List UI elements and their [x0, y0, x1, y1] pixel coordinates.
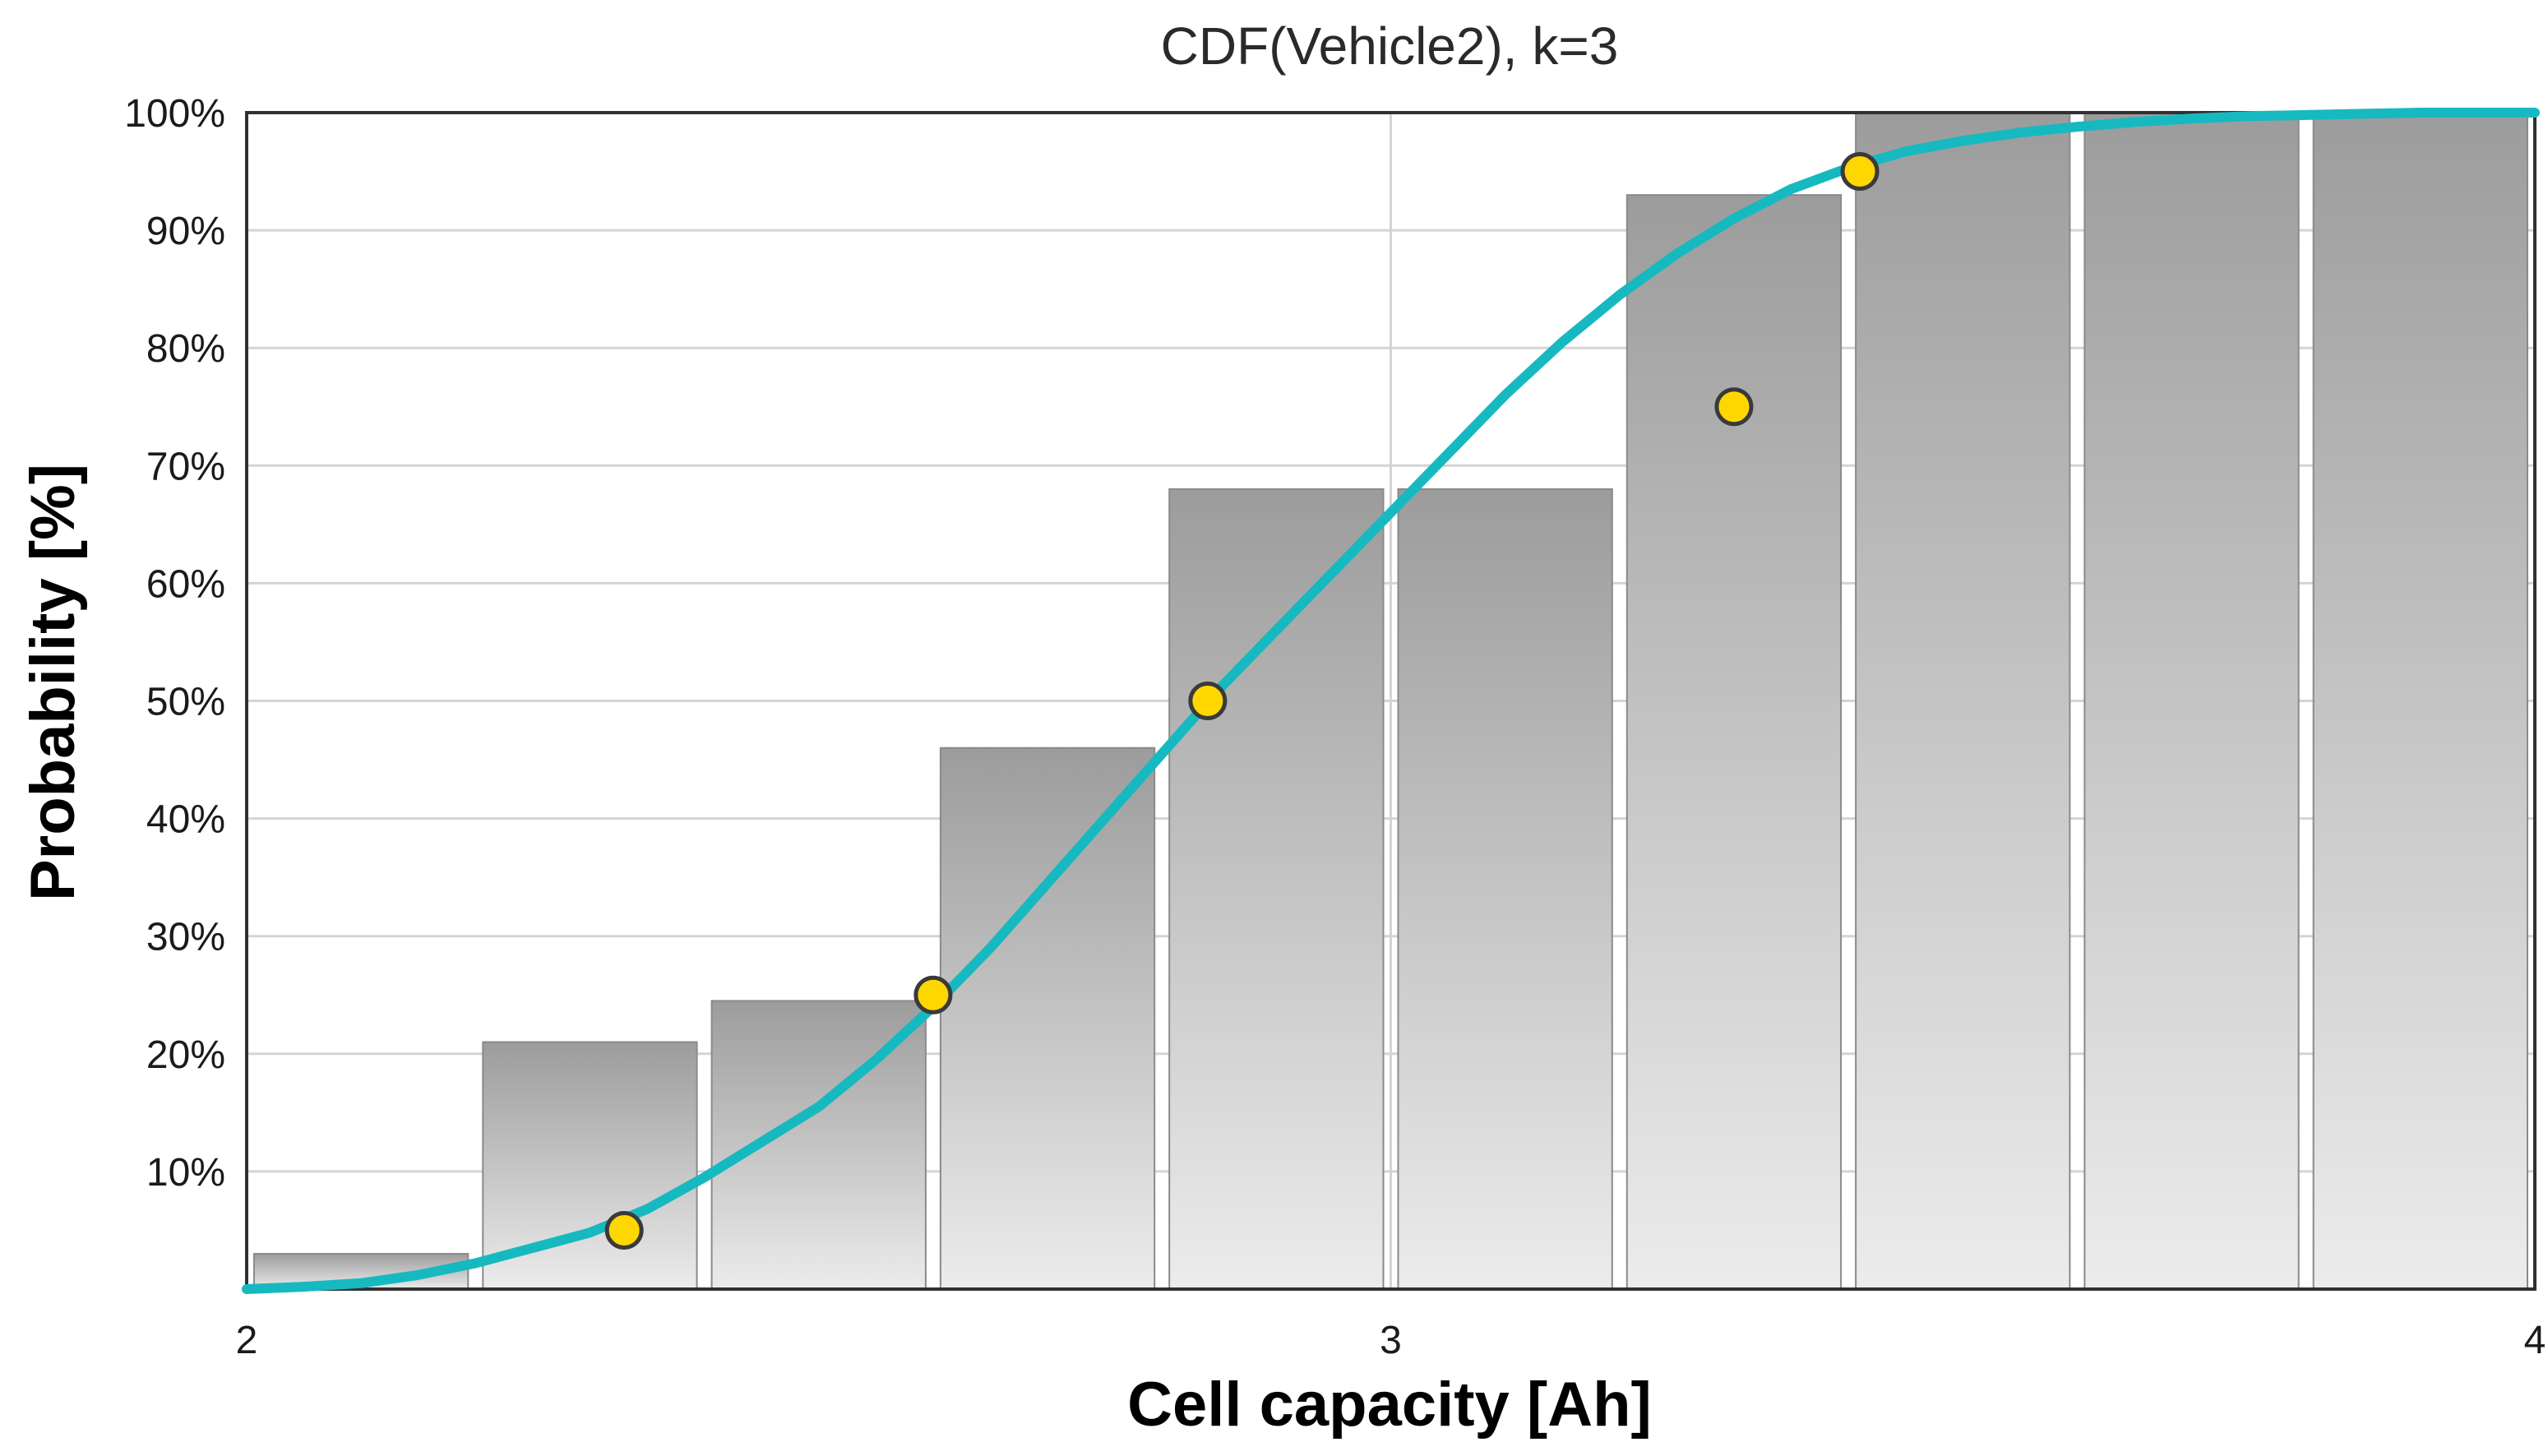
bar [1168, 488, 1385, 1290]
y-tick-label: 10% [146, 1151, 225, 1195]
y-tick-label: 30% [146, 916, 225, 959]
y-tick-label: 60% [146, 562, 225, 606]
x-tick-label: 2 [236, 1319, 258, 1362]
y-tick-label: 70% [146, 445, 225, 488]
y-tick-labels: 10% 20% 30% 40% 50% 60% 70% 80% 90% 100% [124, 92, 225, 1195]
y-axis-label: Probability [%] [18, 464, 88, 901]
data-point [1840, 152, 1880, 192]
bar [1855, 112, 2071, 1290]
bar [1397, 488, 1613, 1290]
bar [939, 746, 1156, 1290]
data-point [1714, 387, 1754, 427]
empirical-cdf-bars [253, 112, 2528, 1291]
data-point [604, 1210, 644, 1250]
plot-frame [245, 111, 2536, 1291]
chart-title: CDF(Vehicle2), k=3 [1161, 16, 1619, 76]
y-tick-label: 100% [124, 92, 225, 136]
bar [2083, 112, 2300, 1290]
data-point [1188, 682, 1228, 720]
bar [1625, 194, 1843, 1290]
y-tick-label: 50% [146, 681, 225, 724]
bar [2312, 112, 2528, 1290]
data-point [913, 975, 953, 1015]
x-tick-label: 4 [2524, 1319, 2546, 1362]
data-points [604, 152, 1880, 1250]
x-tick-labels: 2 3 4 [236, 1319, 2546, 1362]
x-axis-label: Cell capacity [Ah] [1127, 1370, 1652, 1440]
y-tick-label: 80% [146, 327, 225, 371]
y-tick-label: 90% [146, 210, 225, 253]
y-tick-label: 20% [146, 1033, 225, 1077]
y-tick-label: 40% [146, 798, 225, 842]
x-tick-label: 3 [1380, 1319, 1402, 1362]
